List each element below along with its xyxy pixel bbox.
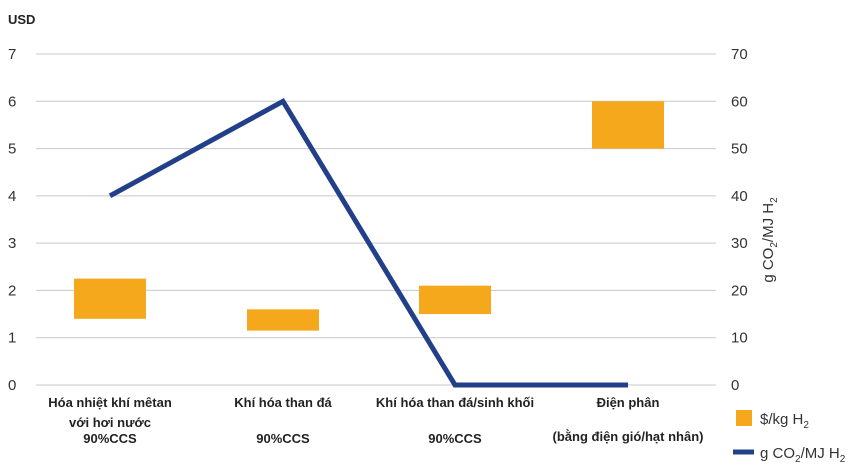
- category-label: với hơi nước: [69, 415, 151, 430]
- right-tick-label: 20: [731, 282, 748, 299]
- left-tick-label: 4: [8, 188, 16, 205]
- category-label: Khí hóa than đá: [234, 395, 332, 410]
- range-bar: [592, 101, 664, 149]
- left-tick-label: 7: [8, 46, 16, 63]
- right-tick-label: 30: [731, 235, 748, 252]
- gridlines: [36, 53, 716, 386]
- legend-label-price: $/kg H2: [760, 411, 809, 431]
- right-tick-label: 0: [731, 377, 739, 394]
- left-tick-label: 0: [8, 377, 16, 394]
- legend: $/kg H2 g CO2/MJ H2: [733, 410, 846, 465]
- right-axis: 0 10 20 30 40 50 60 70: [731, 46, 748, 394]
- category-label: Khí hóa than đá/sinh khối: [376, 395, 534, 410]
- right-tick-label: 50: [731, 141, 748, 158]
- range-bar: [74, 278, 146, 319]
- range-bar: [247, 309, 319, 331]
- right-axis-label: g CO2/MJ H2: [760, 197, 780, 283]
- left-tick-label: 2: [8, 282, 16, 299]
- right-tick-label: 40: [731, 188, 748, 205]
- left-axis-unit: USD: [8, 12, 35, 27]
- left-tick-label: 1: [8, 330, 16, 347]
- category-label: (bằng điện gió/hạt nhân): [553, 429, 704, 444]
- left-tick-label: 3: [8, 235, 16, 252]
- legend-swatch-price: [736, 410, 752, 426]
- right-tick-label: 60: [731, 93, 748, 110]
- legend-label-co2: g CO2/MJ H2: [760, 445, 846, 465]
- category-label: Hóa nhiệt khí mêtan: [48, 395, 172, 410]
- category-label: 90%CCS: [256, 431, 310, 446]
- range-bar: [419, 285, 491, 315]
- category-label: Điện phân: [597, 395, 660, 410]
- right-tick-label: 70: [731, 46, 748, 63]
- left-tick-label: 6: [8, 93, 16, 110]
- category-label: 90%CCS: [83, 431, 137, 446]
- left-tick-label: 5: [8, 141, 16, 158]
- right-tick-label: 10: [731, 330, 748, 347]
- category-label: 90%CCS: [428, 431, 482, 446]
- co2-line: [108, 97, 628, 388]
- range-bars: [74, 101, 664, 331]
- left-axis: 0 1 2 3 4 5 6 7: [8, 46, 16, 394]
